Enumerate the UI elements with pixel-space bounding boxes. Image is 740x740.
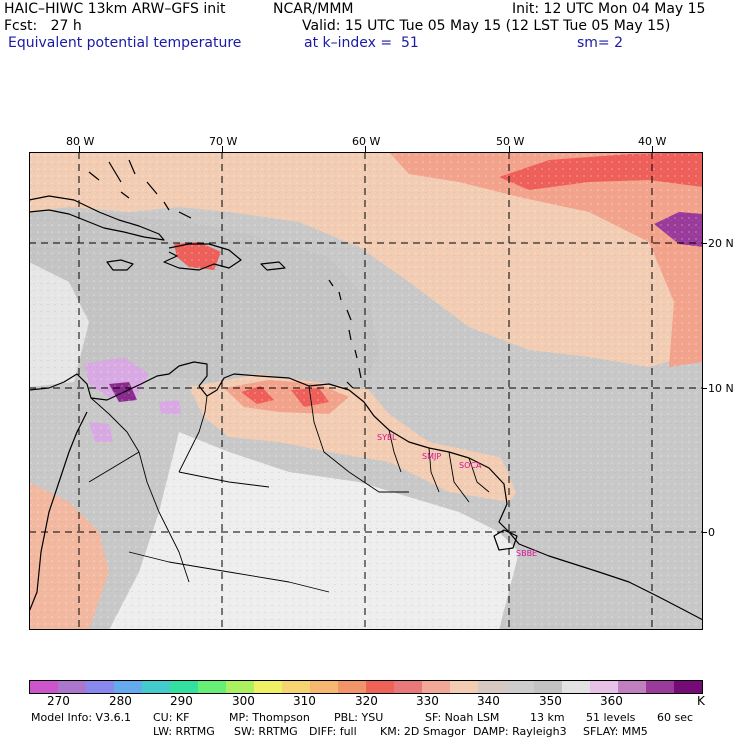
colorbar-unit: K bbox=[697, 694, 705, 708]
colorbar-label: 330 bbox=[416, 694, 439, 708]
footer-diff: DIFF: full bbox=[309, 725, 357, 738]
organization: NCAR/MMM bbox=[273, 1, 354, 17]
footer-lw: LW: RRTMG bbox=[153, 725, 215, 738]
colorbar-swatch-5 bbox=[170, 681, 198, 693]
footer-cu: CU: KF bbox=[153, 711, 190, 724]
colorbar-swatch-7 bbox=[226, 681, 254, 693]
coastline-jamaica bbox=[106, 259, 134, 271]
model-title: HAIC–HIWC 13km ARW–GFS init bbox=[4, 1, 226, 17]
colorbar-swatch-0 bbox=[30, 681, 58, 693]
lon-label-70w: 70 W bbox=[209, 135, 238, 148]
colorbar-swatch-14 bbox=[422, 681, 450, 693]
country-borders bbox=[88, 385, 490, 593]
forecast-hour: Fcst: 27 h bbox=[4, 18, 82, 34]
colorbar-swatch-23 bbox=[674, 681, 702, 693]
graticule bbox=[29, 152, 703, 630]
colorbar-label: 350 bbox=[539, 694, 562, 708]
colorbar-swatch-8 bbox=[254, 681, 282, 693]
theta-e-map: SYEL SMJP SOCA SBBE bbox=[29, 152, 703, 630]
lat-tick bbox=[703, 532, 707, 533]
lat-tick bbox=[703, 243, 707, 244]
lon-label-80w: 80 W bbox=[66, 135, 95, 148]
footer-sw: SW: RRTMG bbox=[234, 725, 298, 738]
station-soca: SOCA bbox=[459, 461, 482, 470]
lon-tick bbox=[652, 146, 653, 152]
footer-levels: 51 levels bbox=[586, 711, 636, 724]
coastlines bbox=[29, 159, 703, 621]
footer-damp: DAMP: Rayleigh3 bbox=[473, 725, 567, 738]
colorbar-label: 360 bbox=[600, 694, 623, 708]
footer-pbl: PBL: YSU bbox=[334, 711, 384, 724]
colorbar-swatch-10 bbox=[310, 681, 338, 693]
lon-label-60w: 60 W bbox=[352, 135, 381, 148]
footer-km: KM: 2D Smagor bbox=[380, 725, 466, 738]
lon-label-50w: 50 W bbox=[496, 135, 525, 148]
smoothing-info: sm= 2 bbox=[577, 35, 624, 51]
colorbar-label: 280 bbox=[109, 694, 132, 708]
init-time: Init: 12 UTC Mon 04 May 15 bbox=[512, 1, 706, 17]
footer-sflay: SFLAY: MM5 bbox=[583, 725, 648, 738]
colorbar-swatch-21 bbox=[618, 681, 646, 693]
coastline-bahamas bbox=[88, 159, 192, 219]
lon-tick bbox=[365, 146, 366, 152]
coastline-cuba bbox=[29, 195, 165, 241]
colorbar-swatch-4 bbox=[142, 681, 170, 693]
coastline-lesser-antilles bbox=[328, 279, 362, 389]
valid-time: Valid: 15 UTC Tue 05 May 15 (12 LST Tue … bbox=[302, 18, 671, 34]
lon-tick bbox=[509, 146, 510, 152]
footer-sf: SF: Noah LSM bbox=[425, 711, 500, 724]
coastline-south-america bbox=[29, 361, 703, 621]
coastline-marajo bbox=[493, 529, 518, 551]
colorbar-swatch-18 bbox=[534, 681, 562, 693]
colorbar-swatch-6 bbox=[198, 681, 226, 693]
lon-label-40w: 40 W bbox=[638, 135, 667, 148]
colorbar-label: 320 bbox=[355, 694, 378, 708]
station-sbbe: SBBE bbox=[516, 549, 537, 558]
colorbar-label: 310 bbox=[293, 694, 316, 708]
colorbar-swatch-1 bbox=[58, 681, 86, 693]
field-name: Equivalent potential temperature bbox=[8, 35, 242, 51]
station-syel: SYEL bbox=[377, 433, 397, 442]
footer-mp: MP: Thompson bbox=[229, 711, 310, 724]
stations: SYEL SMJP SOCA SBBE bbox=[377, 433, 537, 558]
colorbar-label: 340 bbox=[477, 694, 500, 708]
colorbar-swatch-12 bbox=[366, 681, 394, 693]
colorbar bbox=[29, 680, 703, 694]
colorbar-label: 270 bbox=[47, 694, 70, 708]
lat-label-0: 0 bbox=[708, 526, 715, 539]
colorbar-swatch-19 bbox=[562, 681, 590, 693]
colorbar-swatch-9 bbox=[282, 681, 310, 693]
colorbar-swatch-16 bbox=[478, 681, 506, 693]
colorbar-swatch-20 bbox=[590, 681, 618, 693]
coastline-puerto-rico bbox=[260, 261, 286, 271]
lat-tick bbox=[703, 388, 707, 389]
footer-resolution: 13 km bbox=[530, 711, 565, 724]
colorbar-swatch-2 bbox=[86, 681, 114, 693]
colorbar-swatch-22 bbox=[646, 681, 674, 693]
colorbar-swatch-11 bbox=[338, 681, 366, 693]
lon-tick bbox=[222, 146, 223, 152]
footer-timestep: 60 sec bbox=[657, 711, 694, 724]
level-info: at k–index = 51 bbox=[304, 35, 419, 51]
colorbar-swatch-15 bbox=[450, 681, 478, 693]
colorbar-label: 290 bbox=[170, 694, 193, 708]
colorbar-label: 300 bbox=[232, 694, 255, 708]
colorbar-swatch-17 bbox=[506, 681, 534, 693]
footer-model-info: Model Info: V3.6.1 bbox=[31, 711, 132, 724]
map-frame bbox=[29, 152, 703, 630]
lat-label-20n: 20 N bbox=[708, 237, 734, 250]
lon-tick bbox=[79, 146, 80, 152]
station-smjp: SMJP bbox=[422, 452, 441, 461]
colorbar-swatch-13 bbox=[394, 681, 422, 693]
colorbar-swatch-3 bbox=[114, 681, 142, 693]
field-texture bbox=[29, 152, 703, 630]
coastline-pacific bbox=[29, 411, 88, 613]
lat-label-10n: 10 N bbox=[708, 382, 734, 395]
